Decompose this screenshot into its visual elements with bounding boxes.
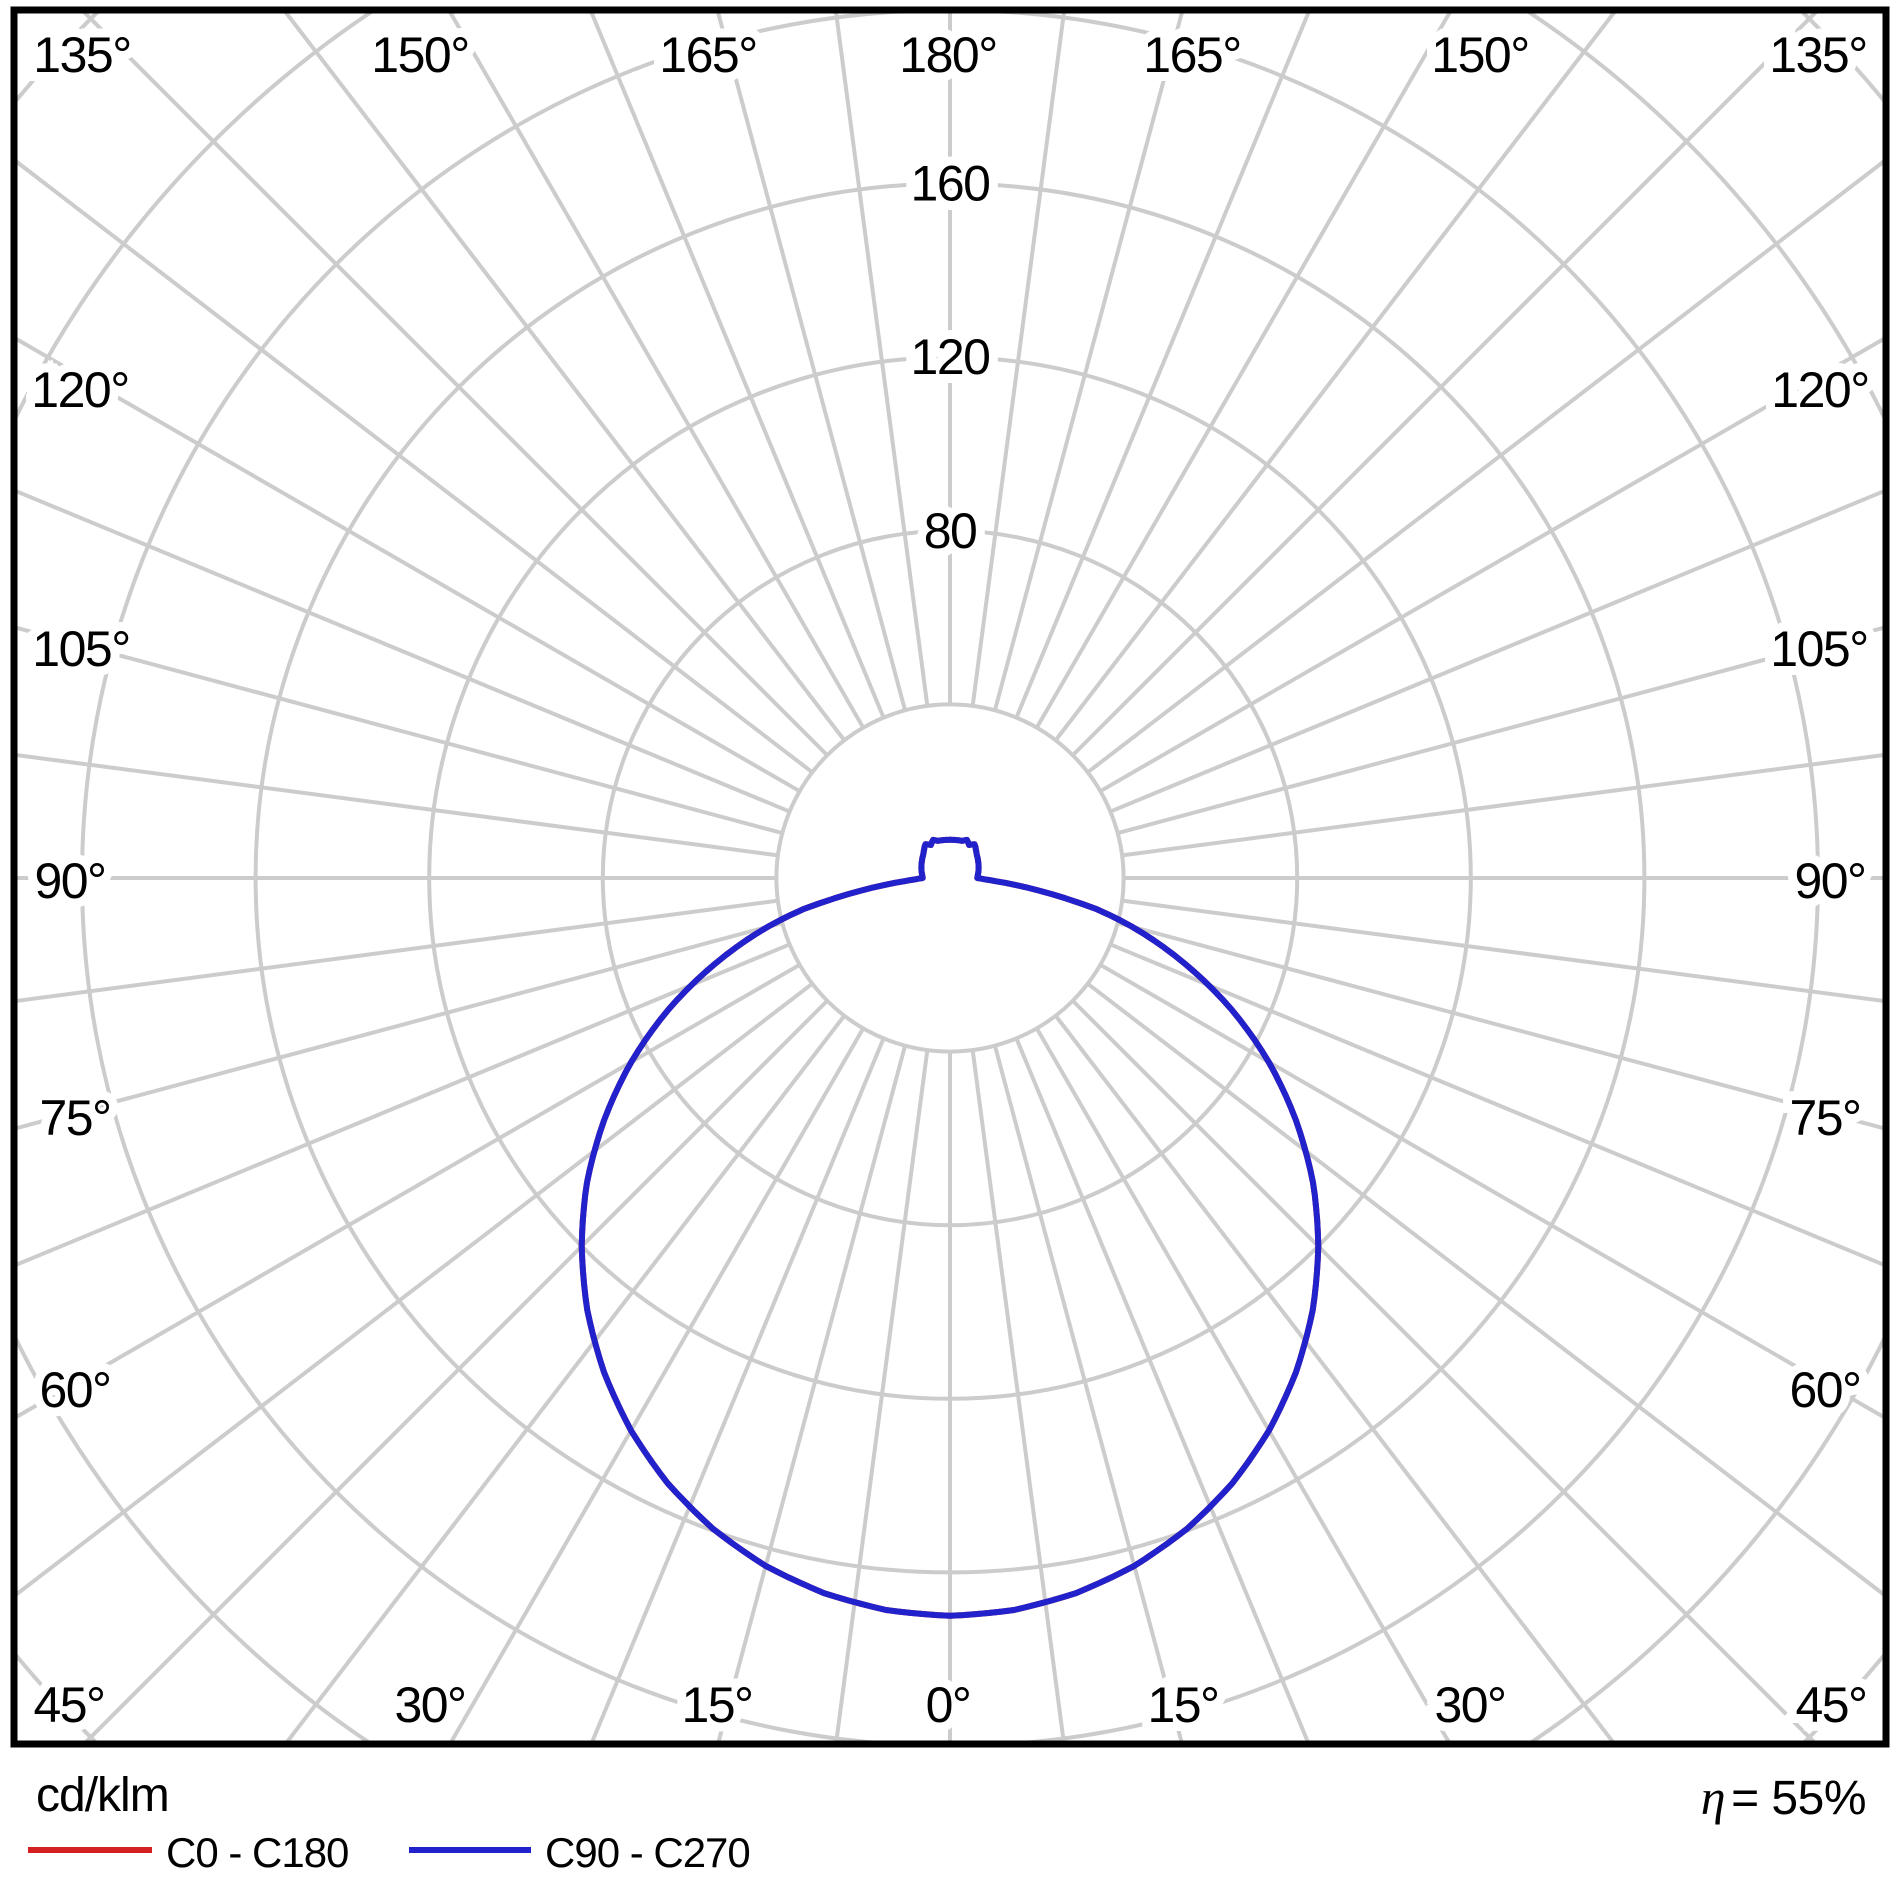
grid-spoke-307.5 [16, 982, 814, 1598]
angle-label-22-30deg: 30° [1434, 1677, 1505, 1733]
unit-label: cd/klm [36, 1769, 170, 1822]
grid-spoke-37.5 [1054, 1014, 1616, 1742]
grid-spoke-165 [992, 12, 1185, 711]
angle-label-6-135deg: 135° [1769, 27, 1866, 83]
angle-label-12-90deg: 90° [1794, 853, 1865, 909]
angle-label-7-120deg: 120° [31, 362, 128, 418]
grid-spoke-255 [16, 625, 783, 836]
grid-spoke-60 [1099, 963, 1884, 1420]
grid-spoke-210 [447, 12, 865, 729]
curve-c90-c270 [578, 836, 1322, 1619]
radial-tick-label-160: 160 [911, 156, 990, 212]
grid-ring-40 [774, 702, 1126, 1054]
grid-spoke-30 [1035, 1027, 1452, 1742]
plot-border [10, 6, 1890, 1748]
angle-label-14-75deg: 75° [1789, 1090, 1860, 1146]
legend-line-c90-c270 [409, 1847, 531, 1853]
angle-label-13-75deg: 75° [39, 1090, 110, 1146]
grid-spoke-277.5 [16, 898, 779, 1003]
angle-label-3-180deg: 180° [899, 27, 996, 83]
angle-labels: 135° 150° 165° 180° 165° 150° 135° 120° 120° 105°… [22, 18, 1879, 1742]
grid-spoke-97.5 [1121, 753, 1884, 858]
angle-label-16-60deg: 60° [1789, 1362, 1860, 1418]
grid-spoke-7.5 [970, 1049, 1066, 1742]
radial-tick-labels: 160 120 80 [902, 147, 1000, 568]
grid-spoke-262.5 [16, 753, 779, 858]
grid-spoke-15 [992, 1045, 1184, 1742]
grid-spoke-217.5 [282, 12, 846, 742]
angle-label-4-165deg: 165° [1143, 27, 1240, 83]
grid-spoke-232.5 [16, 158, 814, 774]
grid-spoke-105 [1117, 625, 1884, 836]
grid-spoke-172.5 [970, 12, 1067, 707]
grid-spoke-82.5 [1121, 898, 1884, 1003]
grid-spoke-112.5 [1109, 488, 1884, 814]
grid-spoke-22.5 [1014, 1037, 1311, 1742]
grid-spoke-127.5 [1086, 158, 1884, 774]
angle-label-0-135deg: 135° [33, 27, 130, 83]
angle-label-18-30deg: 30° [394, 1677, 465, 1733]
eta-symbol: η [1700, 1769, 1726, 1825]
grid-spoke-45 [1071, 999, 1817, 1742]
angle-label-11-90deg: 90° [34, 853, 105, 909]
angle-label-19-15deg: 15° [681, 1677, 752, 1733]
grid-spoke-150 [1035, 12, 1453, 729]
grid-spoke-120 [1099, 336, 1884, 793]
grid-spoke-240 [16, 336, 801, 793]
grid-spoke-75 [1117, 920, 1884, 1131]
angle-label-20-0deg: 0° [926, 1677, 971, 1733]
grid-spoke-322.5 [284, 1014, 846, 1742]
angle-label-10-105deg: 105° [1770, 621, 1867, 677]
legend-label-c90-c270: C90 - C270 [545, 1829, 751, 1876]
grid-spoke-67.5 [1109, 942, 1884, 1268]
angle-label-1-150deg: 150° [371, 27, 468, 83]
grid-spoke-135 [1071, 12, 1819, 757]
legend-line-c0-c180 [28, 1847, 152, 1853]
grid-spoke-142.5 [1054, 12, 1618, 742]
grid-spoke-345 [716, 1045, 908, 1742]
angle-label-5-150deg: 150° [1431, 27, 1528, 83]
angle-label-8-120deg: 120° [1771, 362, 1868, 418]
grid-spoke-225 [81, 12, 829, 757]
angle-label-15-60deg: 60° [39, 1362, 110, 1418]
grid-spoke-292.5 [16, 942, 791, 1268]
grid-spoke-195 [715, 12, 908, 711]
radial-tick-label-80: 80 [924, 503, 977, 559]
efficiency-label: η = 55% [1700, 1768, 1867, 1826]
angle-label-9-105deg: 105° [32, 621, 129, 677]
grid-spoke-247.5 [16, 488, 791, 814]
grid-spoke-315 [83, 999, 829, 1742]
radial-tick-label-120: 120 [911, 329, 990, 385]
grid-spoke-352.5 [834, 1049, 930, 1742]
angle-label-23-45deg: 45° [1795, 1677, 1866, 1733]
grid-spoke-52.5 [1086, 982, 1884, 1598]
angle-label-17-45deg: 45° [33, 1677, 104, 1733]
grid-spoke-187.5 [833, 12, 930, 707]
grid-spoke-337.5 [589, 1037, 886, 1742]
angle-label-2-165deg: 165° [659, 27, 756, 83]
grid-spoke-330 [448, 1027, 865, 1742]
grid-spoke-285 [16, 920, 783, 1131]
legend-label-c0-c180: C0 - C180 [166, 1829, 349, 1876]
efficiency-value: = 55% [1731, 1772, 1866, 1825]
grid-spoke-300 [16, 963, 801, 1420]
angle-label-21-15deg: 15° [1147, 1677, 1218, 1733]
grid-spoke-157.5 [1014, 12, 1311, 719]
grid-spoke-202.5 [589, 12, 886, 719]
